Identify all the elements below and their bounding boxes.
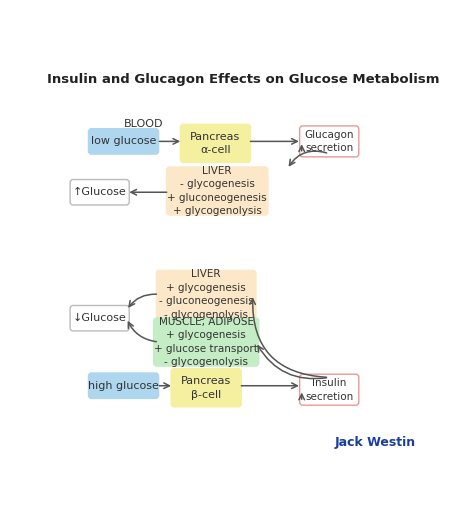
Text: Jack Westin: Jack Westin <box>335 437 416 449</box>
FancyBboxPatch shape <box>156 270 256 318</box>
Text: Insulin and Glucagon Effects on Glucose Metabolism: Insulin and Glucagon Effects on Glucose … <box>46 73 439 86</box>
Text: high glucose: high glucose <box>88 381 159 391</box>
FancyBboxPatch shape <box>70 305 129 331</box>
Text: Pancreas
α-cell: Pancreas α-cell <box>190 132 240 155</box>
FancyBboxPatch shape <box>180 124 250 163</box>
FancyBboxPatch shape <box>154 318 259 366</box>
Text: Insulin
secretion: Insulin secretion <box>305 378 354 401</box>
Text: LIVER
+ glycogenesis
- gluconeogenesis
- glycogenolysis: LIVER + glycogenesis - gluconeogenesis -… <box>159 269 254 320</box>
FancyBboxPatch shape <box>166 167 268 215</box>
Text: Glucagon
secretion: Glucagon secretion <box>304 130 354 153</box>
Text: ↓Glucose: ↓Glucose <box>73 313 127 323</box>
Text: Pancreas
β-cell: Pancreas β-cell <box>181 376 231 399</box>
FancyBboxPatch shape <box>70 180 129 205</box>
Text: LIVER
- glycogenesis
+ gluconeogenesis
+ glycogenolysis: LIVER - glycogenesis + gluconeogenesis +… <box>167 166 267 216</box>
Text: low glucose: low glucose <box>91 136 156 147</box>
Text: BLOOD: BLOOD <box>124 119 163 128</box>
FancyBboxPatch shape <box>171 368 241 407</box>
FancyBboxPatch shape <box>89 373 159 398</box>
FancyBboxPatch shape <box>300 374 359 405</box>
FancyBboxPatch shape <box>89 128 159 154</box>
Text: MUSCLE, ADIPOSE
+ glycogenesis
+ glucose transport
- glycogenolysis: MUSCLE, ADIPOSE + glycogenesis + glucose… <box>154 317 258 367</box>
Text: ↑Glucose: ↑Glucose <box>73 187 127 197</box>
FancyBboxPatch shape <box>300 126 359 157</box>
